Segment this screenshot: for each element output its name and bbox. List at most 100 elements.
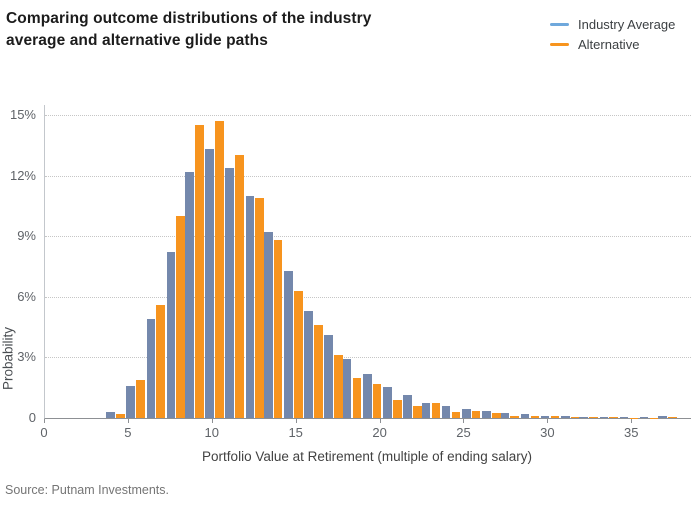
- x-axis: 0 5 10 15 20 25 30 35: [40, 418, 690, 458]
- bar-alternative: [609, 417, 618, 418]
- legend-swatch-industry-average-icon: [550, 22, 569, 26]
- x-tick-mark: [631, 419, 633, 423]
- bar-alternative: [372, 383, 382, 418]
- x-tick-label: 30: [540, 425, 555, 440]
- bar-industry-average: [225, 167, 234, 418]
- bar-alternative: [215, 121, 224, 418]
- bar-industry-average: [639, 417, 649, 418]
- legend-item-industry-average: Industry Average: [550, 14, 675, 34]
- bar-industry-average: [403, 394, 412, 418]
- bar-industry-average: [342, 359, 352, 418]
- x-tick-label: 15: [288, 425, 303, 440]
- bar-alternative: [156, 304, 165, 418]
- bar-industry-average: [263, 232, 273, 418]
- bar-alternative: [668, 417, 677, 418]
- x-tick-mark: [295, 419, 297, 423]
- bar-industry-average: [166, 252, 176, 418]
- x-tick-mark: [547, 419, 549, 423]
- y-tick-label: 12%: [9, 167, 36, 183]
- bar-alternative: [451, 411, 461, 418]
- y-tick-label: 3%: [17, 349, 36, 365]
- x-tick-label: 25: [456, 425, 471, 440]
- legend-swatch-alternative-icon: [550, 42, 569, 46]
- legend-label-alternative: Alternative: [578, 36, 640, 52]
- bar-industry-average: [126, 385, 135, 418]
- bar-industry-average: [421, 402, 431, 418]
- bar-alternative: [649, 417, 659, 418]
- bar-industry-average: [324, 335, 333, 418]
- bar-industry-average: [599, 416, 609, 418]
- bar-industry-average: [284, 270, 293, 418]
- x-tick-label: 5: [124, 425, 132, 440]
- gridline-6pct: [45, 296, 691, 298]
- bar-alternative: [392, 399, 402, 418]
- x-tick-mark: [127, 419, 129, 423]
- bar-alternative: [413, 405, 422, 418]
- x-tick-mark: [211, 419, 213, 423]
- bar-alternative: [314, 325, 323, 418]
- source-note: Source: Putnam Investments.: [5, 483, 169, 497]
- bar-industry-average: [560, 415, 570, 418]
- x-tick-mark: [44, 419, 45, 423]
- plot-area: [44, 105, 691, 419]
- y-tick-label: 9%: [17, 228, 36, 244]
- bar-alternative: [530, 416, 540, 418]
- x-tick-label: 0: [40, 425, 48, 440]
- bar-alternative: [471, 410, 481, 418]
- bar-industry-average: [205, 149, 214, 418]
- bar-alternative: [589, 417, 598, 418]
- bar-industry-average: [106, 411, 115, 418]
- gridline-3pct: [45, 357, 691, 359]
- x-tick-mark: [463, 419, 465, 423]
- x-axis-title: Portfolio Value at Retirement (multiple …: [202, 449, 532, 464]
- bar-industry-average: [482, 410, 491, 418]
- legend: Industry Average Alternative: [550, 14, 675, 54]
- bar-industry-average: [383, 386, 392, 418]
- bar-industry-average: [304, 310, 313, 418]
- bar-alternative: [570, 417, 580, 418]
- gridline-12pct: [45, 175, 691, 177]
- bar-alternative: [293, 290, 303, 418]
- bar-industry-average: [441, 405, 451, 418]
- bar-alternative: [176, 216, 186, 418]
- bar-industry-average: [579, 416, 589, 418]
- y-tick-label: 0: [28, 410, 36, 425]
- bar-alternative: [255, 197, 264, 418]
- bar-industry-average: [146, 319, 156, 418]
- bar-alternative: [352, 377, 362, 418]
- bar-alternative: [550, 415, 560, 418]
- bar-alternative: [491, 412, 501, 418]
- bar-alternative: [116, 413, 125, 418]
- bar-industry-average: [245, 195, 255, 418]
- x-tick-label: 10: [204, 425, 220, 440]
- gridline-9pct: [45, 236, 691, 238]
- x-tick-label: 35: [624, 425, 639, 440]
- bar-alternative: [629, 417, 639, 418]
- bar-industry-average: [619, 417, 629, 418]
- y-tick-label: 6%: [17, 288, 36, 304]
- bar-industry-average: [500, 412, 510, 418]
- bar-industry-average: [658, 415, 667, 418]
- y-axis-labels: Probability 0 3% 6% 9% 12% 15%: [0, 105, 39, 425]
- bar-industry-average: [362, 373, 372, 418]
- bar-industry-average: [540, 415, 550, 418]
- chart-title: Comparing outcome distributions of the i…: [6, 10, 372, 49]
- x-tick-mark: [379, 419, 381, 423]
- bar-alternative: [235, 155, 244, 418]
- x-tick-label: 20: [372, 425, 387, 440]
- legend-label-industry-average: Industry Average: [578, 16, 676, 32]
- bar-alternative: [136, 379, 145, 418]
- legend-item-alternative: Alternative: [550, 34, 675, 54]
- bar-industry-average: [461, 408, 471, 418]
- bar-industry-average: [185, 171, 194, 418]
- bar-alternative: [510, 415, 519, 418]
- bar-industry-average: [520, 413, 530, 418]
- bar-alternative: [431, 403, 441, 418]
- bar-alternative: [194, 125, 204, 418]
- bar-alternative: [334, 355, 343, 418]
- y-axis-title: Probability: [0, 326, 16, 391]
- bar-alternative: [273, 240, 283, 418]
- gridline-15pct: [45, 115, 691, 117]
